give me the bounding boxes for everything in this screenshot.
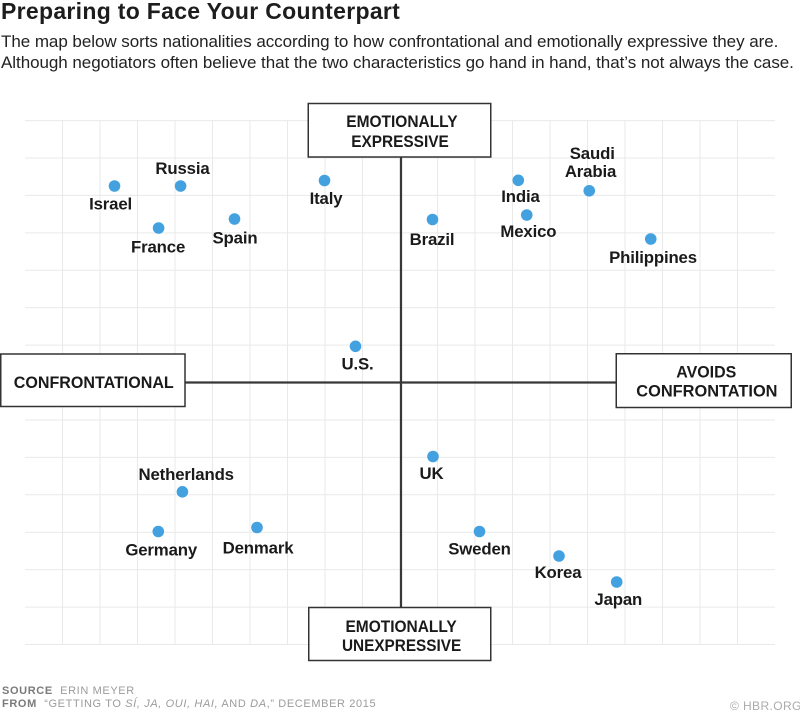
svg-text:Spain: Spain	[213, 229, 258, 248]
svg-text:Saudi: Saudi	[570, 144, 615, 163]
svg-text:Denmark: Denmark	[223, 539, 295, 558]
svg-text:EMOTIONALLY: EMOTIONALLY	[346, 112, 457, 131]
svg-text:Sweden: Sweden	[448, 540, 511, 559]
svg-text:U.S.: U.S.	[341, 355, 373, 374]
svg-text:Germany: Germany	[125, 541, 198, 560]
svg-text:Netherlands: Netherlands	[139, 465, 234, 484]
svg-text:Japan: Japan	[594, 590, 642, 609]
svg-text:UNEXPRESSIVE: UNEXPRESSIVE	[342, 636, 461, 655]
svg-text:UK: UK	[420, 464, 444, 483]
svg-text:EXPRESSIVE: EXPRESSIVE	[351, 132, 449, 151]
svg-text:Philippines: Philippines	[609, 248, 697, 267]
svg-text:Israel: Israel	[89, 195, 132, 214]
svg-text:Korea: Korea	[535, 563, 583, 582]
svg-text:Mexico: Mexico	[500, 222, 556, 241]
svg-text:Brazil: Brazil	[410, 230, 455, 249]
svg-text:CONFRONTATION: CONFRONTATION	[636, 381, 777, 400]
svg-text:CONFRONTATIONAL: CONFRONTATIONAL	[14, 373, 174, 392]
svg-text:EMOTIONALLY: EMOTIONALLY	[345, 617, 456, 636]
svg-text:France: France	[131, 237, 185, 256]
svg-text:Arabia: Arabia	[565, 162, 617, 181]
svg-text:Italy: Italy	[310, 189, 344, 208]
svg-text:India: India	[501, 187, 540, 206]
svg-text:AVOIDS: AVOIDS	[676, 363, 736, 382]
svg-text:Russia: Russia	[155, 159, 210, 178]
